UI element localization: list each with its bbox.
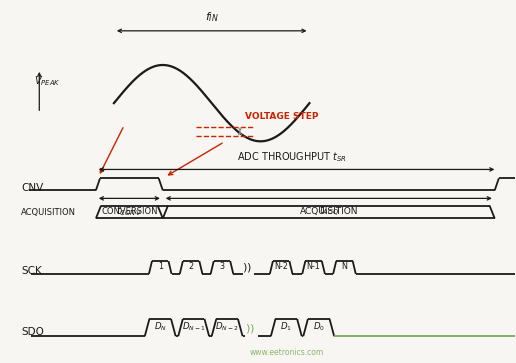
- Text: CNV: CNV: [21, 183, 43, 193]
- Text: $f_{IN}$: $f_{IN}$: [205, 10, 219, 24]
- Text: ACQUISITION: ACQUISITION: [21, 208, 76, 217]
- Text: SCK: SCK: [21, 266, 42, 276]
- Text: $t_{ACQ}$: $t_{ACQ}$: [318, 204, 339, 219]
- Text: $D_N$: $D_N$: [154, 320, 167, 333]
- Text: 1: 1: [158, 262, 163, 271]
- Text: $V_{PEAK}$: $V_{PEAK}$: [34, 74, 61, 88]
- Text: VOLTAGE STEP: VOLTAGE STEP: [245, 112, 319, 121]
- Text: N-1: N-1: [307, 262, 320, 271]
- Text: $\!\!\mathit{))}$: $\!\!\mathit{))}$: [246, 322, 255, 335]
- Text: $D_{N-1}$: $D_{N-1}$: [182, 320, 205, 333]
- Text: $D_{N-2}$: $D_{N-2}$: [215, 320, 239, 333]
- Text: ADC THROUGHPUT $t_{SR}$: ADC THROUGHPUT $t_{SR}$: [236, 150, 346, 164]
- Text: 2: 2: [188, 262, 194, 271]
- Text: N-2: N-2: [274, 262, 288, 271]
- Text: ACQUISITION: ACQUISITION: [299, 207, 358, 216]
- Text: N: N: [342, 262, 347, 271]
- Text: $D_1$: $D_1$: [280, 320, 292, 333]
- Text: SDO: SDO: [21, 327, 44, 337]
- Text: 3: 3: [219, 262, 224, 271]
- Text: www.eetronics.com: www.eetronics.com: [249, 348, 324, 357]
- Text: CONVERSION: CONVERSION: [101, 207, 157, 216]
- Text: $t_{CONV}$: $t_{CONV}$: [116, 204, 142, 218]
- Text: $\!\!\mathit{))}$: $\!\!\mathit{))}$: [243, 261, 252, 274]
- Text: $D_0$: $D_0$: [313, 320, 325, 333]
